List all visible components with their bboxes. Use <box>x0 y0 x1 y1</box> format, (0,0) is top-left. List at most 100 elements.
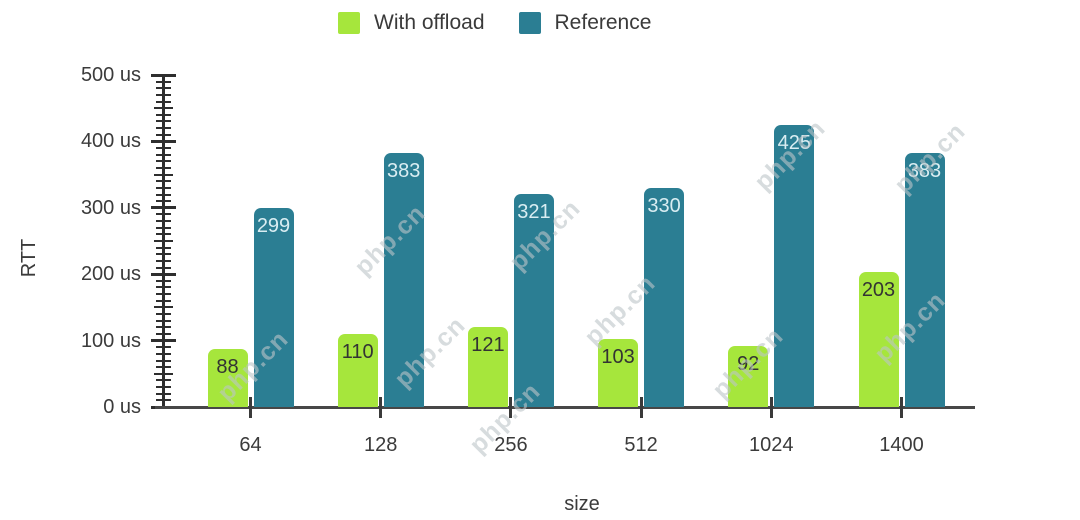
y-axis-tick <box>155 299 171 302</box>
x-axis-tick <box>900 397 903 418</box>
x-axis-tick-label: 1400 <box>879 434 924 456</box>
y-axis-tick <box>155 147 171 150</box>
x-axis-tick-label: 512 <box>624 434 658 456</box>
x-axis-tick-label: 64 <box>239 434 262 456</box>
y-axis-tick <box>155 160 171 163</box>
y-axis-tick <box>155 226 171 229</box>
x-axis-tick-label: 256 <box>494 434 528 456</box>
y-axis-tick <box>155 153 171 156</box>
y-axis-tick <box>155 293 171 296</box>
x-axis-tick <box>639 397 643 418</box>
legend-item-reference: Reference <box>518 11 652 35</box>
y-axis-tick <box>150 339 176 343</box>
bar-value-label: 299 <box>256 215 291 238</box>
y-axis-tick <box>155 379 171 382</box>
x-axis-tick-label: 1024 <box>749 434 794 456</box>
bar-with-offload-1400 <box>858 272 899 407</box>
y-axis-tick <box>150 272 176 276</box>
bar-value-label: 92 <box>737 352 760 375</box>
y-axis-tick <box>155 286 171 289</box>
y-axis-tick <box>155 220 171 223</box>
y-axis-tick <box>155 80 171 83</box>
y-axis-tick <box>155 386 171 389</box>
bar-reference-64 <box>253 208 294 407</box>
bar-value-label: 121 <box>471 333 505 356</box>
bar-with-offload-64 <box>207 348 248 407</box>
bar-with-offload-256 <box>467 326 508 407</box>
bar-with-offload-128 <box>337 333 378 407</box>
y-axis-tick <box>155 352 171 355</box>
legend-label-with-offload: With offload <box>374 11 485 34</box>
y-axis-tick <box>155 313 171 316</box>
y-axis-tick <box>155 359 171 362</box>
x-axis-tick <box>379 397 383 418</box>
bar-value-label: 88 <box>216 355 239 378</box>
y-axis-tick <box>155 87 171 90</box>
x-axis-title: size <box>564 493 600 515</box>
y-axis-tick <box>155 332 171 335</box>
bar-value-label: 110 <box>341 340 374 363</box>
legend-swatch-with-offload <box>338 12 360 34</box>
y-axis-tick <box>155 366 171 369</box>
x-axis-tick <box>249 397 252 418</box>
y-axis-tick-label: 0 us <box>103 396 141 418</box>
y-axis-tick <box>155 100 171 103</box>
bar-value-label: 330 <box>647 194 681 217</box>
bar-reference-1024 <box>774 124 815 407</box>
y-axis-tick <box>155 392 171 395</box>
y-axis-tick-label: 200 us <box>80 263 141 286</box>
y-axis-tick <box>155 186 171 189</box>
y-axis-tick <box>153 240 173 242</box>
y-axis-tick <box>155 266 171 269</box>
y-axis-tick <box>155 399 171 402</box>
y-axis-tick <box>153 173 173 176</box>
y-axis-tick <box>155 193 171 196</box>
y-axis-tick <box>150 206 176 210</box>
y-axis-tick-label: 300 us <box>80 196 141 219</box>
y-axis-tick <box>155 180 171 183</box>
legend-item-with-offload: With offload <box>338 11 485 35</box>
y-axis-tick <box>155 319 171 322</box>
bar-reference-512 <box>644 187 685 407</box>
y-axis-tick <box>155 93 171 96</box>
bar-value-label: 383 <box>907 159 942 182</box>
y-axis-tick <box>155 279 171 282</box>
y-axis-tick <box>155 200 171 203</box>
y-axis-tick <box>155 259 171 262</box>
y-axis-tick <box>155 127 171 130</box>
y-axis-tick <box>155 246 171 249</box>
y-axis-tick <box>155 213 171 216</box>
x-axis-tick-label: 128 <box>364 434 398 456</box>
y-axis-tick-label: 400 us <box>80 130 141 153</box>
y-axis-tick <box>155 326 171 329</box>
y-axis-tick <box>153 372 173 375</box>
x-axis-tick <box>509 397 513 418</box>
x-axis-tick <box>769 397 773 418</box>
y-axis-tick <box>155 253 171 256</box>
y-axis-tick <box>150 139 176 143</box>
bar-with-offload-512 <box>598 338 639 407</box>
x-axis-line <box>155 405 975 409</box>
y-axis-tick-label: 500 us <box>80 64 141 86</box>
legend-label-reference: Reference <box>554 11 652 34</box>
bar-reference-1400 <box>904 152 945 407</box>
bar-with-offload-1024 <box>728 345 769 407</box>
bar-value-label: 203 <box>861 279 896 302</box>
y-axis-tick <box>155 120 171 123</box>
bar-value-label: 383 <box>387 159 421 182</box>
y-axis-tick <box>150 73 176 77</box>
y-axis-tick <box>153 107 173 110</box>
bar-value-label: 103 <box>601 345 635 368</box>
y-axis-tick <box>153 306 173 309</box>
y-axis-tick <box>155 233 171 236</box>
bar-reference-128 <box>383 152 424 407</box>
bar-value-label: 425 <box>777 131 811 154</box>
y-axis-tick-label: 100 us <box>80 329 141 352</box>
legend: With offload Reference <box>338 11 651 35</box>
bar-value-label: 321 <box>517 200 551 223</box>
y-axis-tick <box>155 133 171 136</box>
legend-swatch-reference <box>518 12 541 34</box>
y-axis-tick <box>155 166 171 169</box>
